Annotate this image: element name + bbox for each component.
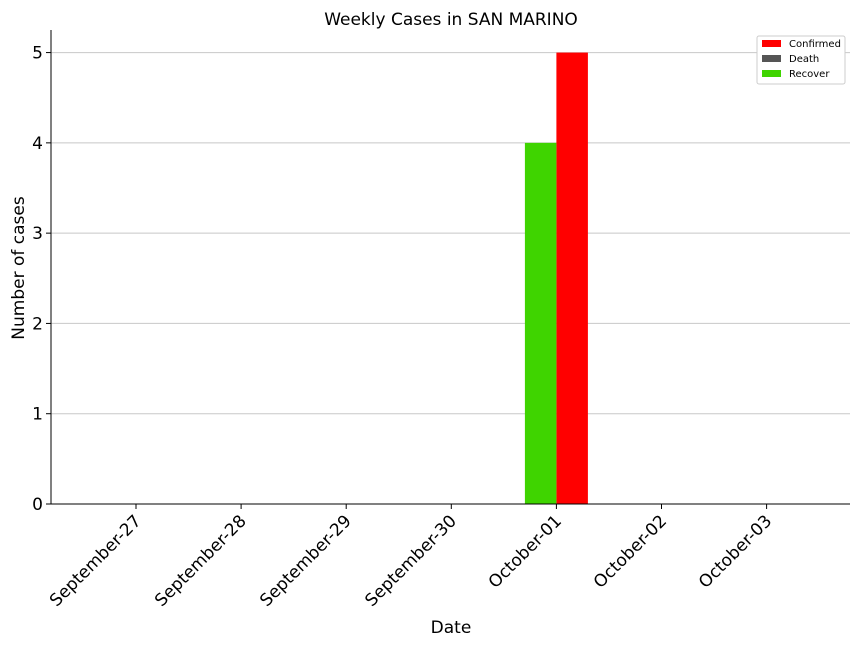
y-tick-label: 0	[32, 495, 43, 515]
x-tick-label: September-27	[46, 511, 145, 610]
legend-label-confirmed: Confirmed	[789, 39, 841, 50]
legend-swatch-confirmed	[762, 40, 781, 47]
y-tick-label: 4	[32, 134, 43, 154]
bar-recover-october-01	[524, 142, 557, 504]
x-tick-label: October-01	[485, 511, 566, 592]
legend-swatch-recover	[762, 70, 781, 77]
y-tick-label: 2	[32, 314, 43, 334]
axes	[50, 30, 850, 505]
y-ticks: 0 1 2 3 4 5	[32, 44, 51, 515]
x-tick-label: September-28	[151, 511, 250, 610]
legend: Confirmed Death Recover	[756, 35, 846, 85]
y-tick-label: 5	[32, 44, 43, 64]
y-axis-label: Number of cases	[9, 196, 29, 340]
bars	[524, 52, 588, 504]
chart-title: Weekly Cases in SAN MARINO	[324, 10, 578, 30]
bar-confirmed-october-01	[556, 52, 588, 504]
x-ticks: September-27 September-28 September-29 Sept…	[46, 504, 776, 611]
x-tick-label: October-03	[695, 511, 776, 592]
x-axis-label: Date	[431, 618, 472, 638]
legend-swatch-death	[762, 55, 781, 62]
y-tick-label: 1	[32, 405, 43, 425]
x-tick-label: October-02	[590, 511, 671, 592]
gridlines	[51, 52, 850, 415]
x-tick-label: September-30	[361, 511, 460, 610]
y-tick-label: 3	[32, 224, 43, 244]
x-tick-label: September-29	[256, 511, 355, 610]
legend-label-recover: Recover	[789, 69, 830, 80]
legend-label-death: Death	[789, 54, 819, 65]
